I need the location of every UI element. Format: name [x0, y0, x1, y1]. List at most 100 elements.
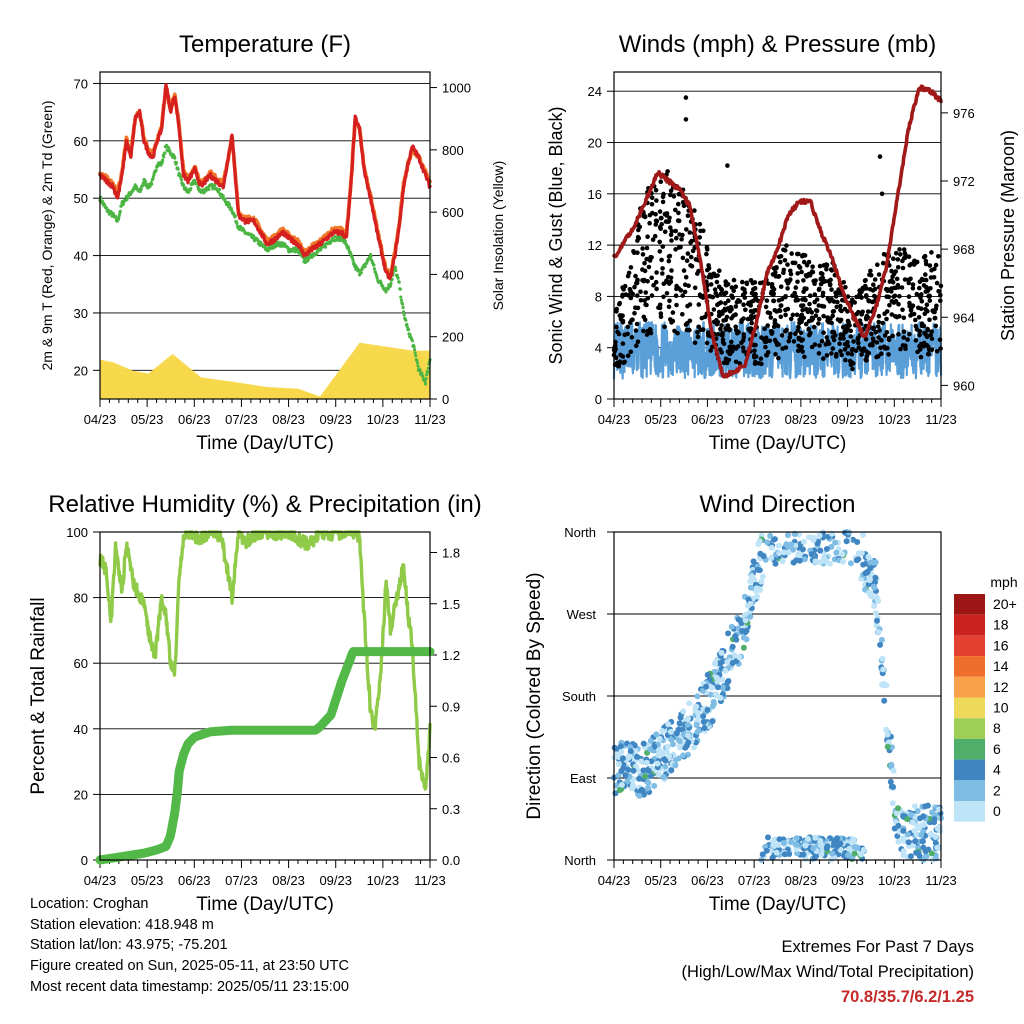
direction-point: [823, 546, 830, 552]
direction-point: [793, 835, 800, 842]
gust-point: [778, 284, 784, 290]
gust-point: [620, 294, 625, 299]
x-tick-label: 05/23: [131, 873, 164, 888]
direction-point: [811, 854, 818, 861]
direction-point: [663, 749, 670, 756]
gust-point: [636, 227, 641, 233]
direction-point: [754, 566, 761, 573]
gust-point: [907, 304, 912, 309]
direction-point: [854, 539, 861, 545]
direction-point: [817, 837, 824, 844]
gust-point: [843, 285, 848, 290]
gust-point: [653, 218, 659, 224]
gust-point: [900, 307, 905, 313]
direction-point: [812, 834, 819, 841]
gust-point: [662, 211, 668, 217]
direction-point: [877, 641, 884, 648]
direction-point: [718, 649, 725, 656]
y2-tick-label: 1.5: [442, 597, 460, 612]
gust-point: [890, 274, 895, 280]
legend-label: 6: [993, 741, 1001, 757]
y-tick-label: 60: [74, 134, 88, 149]
gust-point: [765, 323, 770, 328]
gust-point: [687, 318, 693, 324]
gust-point: [801, 289, 806, 295]
x-tick-label: 06/23: [691, 873, 724, 888]
gust-point: [642, 298, 647, 303]
gust-point: [692, 208, 697, 213]
gust-point: [845, 309, 850, 314]
dewpoint-point: [117, 216, 121, 220]
gust-point: [632, 310, 637, 316]
direction-point: [709, 718, 716, 725]
extremes-values: 70.8/35.7/6.2/1.25: [840, 988, 974, 1006]
gust-point: [839, 332, 844, 338]
gust-point: [695, 330, 700, 335]
gust-point: [793, 331, 798, 337]
gust-point: [870, 288, 876, 293]
gust-point: [817, 263, 823, 269]
y-tick-label: 20: [74, 787, 88, 802]
direction-point: [905, 839, 912, 846]
gust-point: [673, 293, 679, 299]
gust-point: [829, 351, 834, 356]
dewpoint-point: [384, 290, 388, 294]
gust-point: [653, 187, 659, 193]
direction-point: [904, 831, 911, 838]
dewpoint-point: [118, 209, 122, 213]
gust-point: [697, 221, 703, 227]
gust-point: [932, 266, 937, 272]
x-axis-label: Time (Day/UTC): [709, 433, 847, 454]
gust-point: [796, 348, 801, 354]
direction-point: [785, 549, 792, 556]
gust-point: [740, 286, 745, 291]
gust-point: [660, 271, 665, 276]
gust-point: [817, 343, 822, 348]
y-tick-label: 60: [74, 656, 88, 671]
gust-point: [776, 355, 781, 361]
x-axis-label: Time (Day/UTC): [709, 894, 847, 915]
direction-point: [817, 559, 824, 566]
gust-point: [736, 329, 741, 335]
y2-tick-label: 976: [953, 106, 975, 121]
legend-swatch: [954, 801, 985, 822]
direction-point: [694, 709, 701, 716]
gust-point: [892, 293, 898, 299]
dewpoint-point: [213, 183, 217, 187]
direction-point: [638, 758, 645, 765]
gust-point: [626, 270, 632, 276]
direction-point: [618, 768, 625, 774]
direction-point: [808, 551, 815, 558]
y2-tick-label: 0.0: [442, 853, 460, 868]
gust-point: [657, 249, 663, 254]
gust-point: [764, 298, 770, 303]
gust-point: [804, 286, 809, 292]
dewpoint-point: [423, 379, 427, 383]
gust-point: [910, 282, 916, 287]
dewpoint-point: [347, 246, 351, 250]
direction-point: [900, 827, 907, 834]
gust-point: [816, 287, 822, 293]
legend-swatch: [954, 614, 985, 636]
direction-point: [700, 713, 707, 720]
gust-point: [714, 279, 720, 285]
gust-point: [871, 325, 876, 331]
direction-point: [656, 772, 663, 778]
gust-point: [642, 317, 648, 323]
y2-tick-label: 0: [442, 392, 449, 407]
direction-point: [753, 585, 760, 592]
plot-border: [99, 71, 431, 400]
y-tick-label: 0: [81, 853, 88, 868]
direction-point: [932, 840, 939, 846]
direction-point: [633, 753, 640, 760]
dewpoint-point: [283, 242, 287, 246]
gust-point: [788, 331, 793, 337]
direction-point: [833, 838, 840, 845]
gust-point: [816, 351, 822, 356]
gust-point: [614, 306, 619, 312]
direction-point: [656, 735, 663, 742]
direction-point: [890, 783, 896, 790]
gust-point: [893, 250, 899, 256]
gust-point: [845, 343, 851, 349]
gust-point: [706, 266, 712, 271]
